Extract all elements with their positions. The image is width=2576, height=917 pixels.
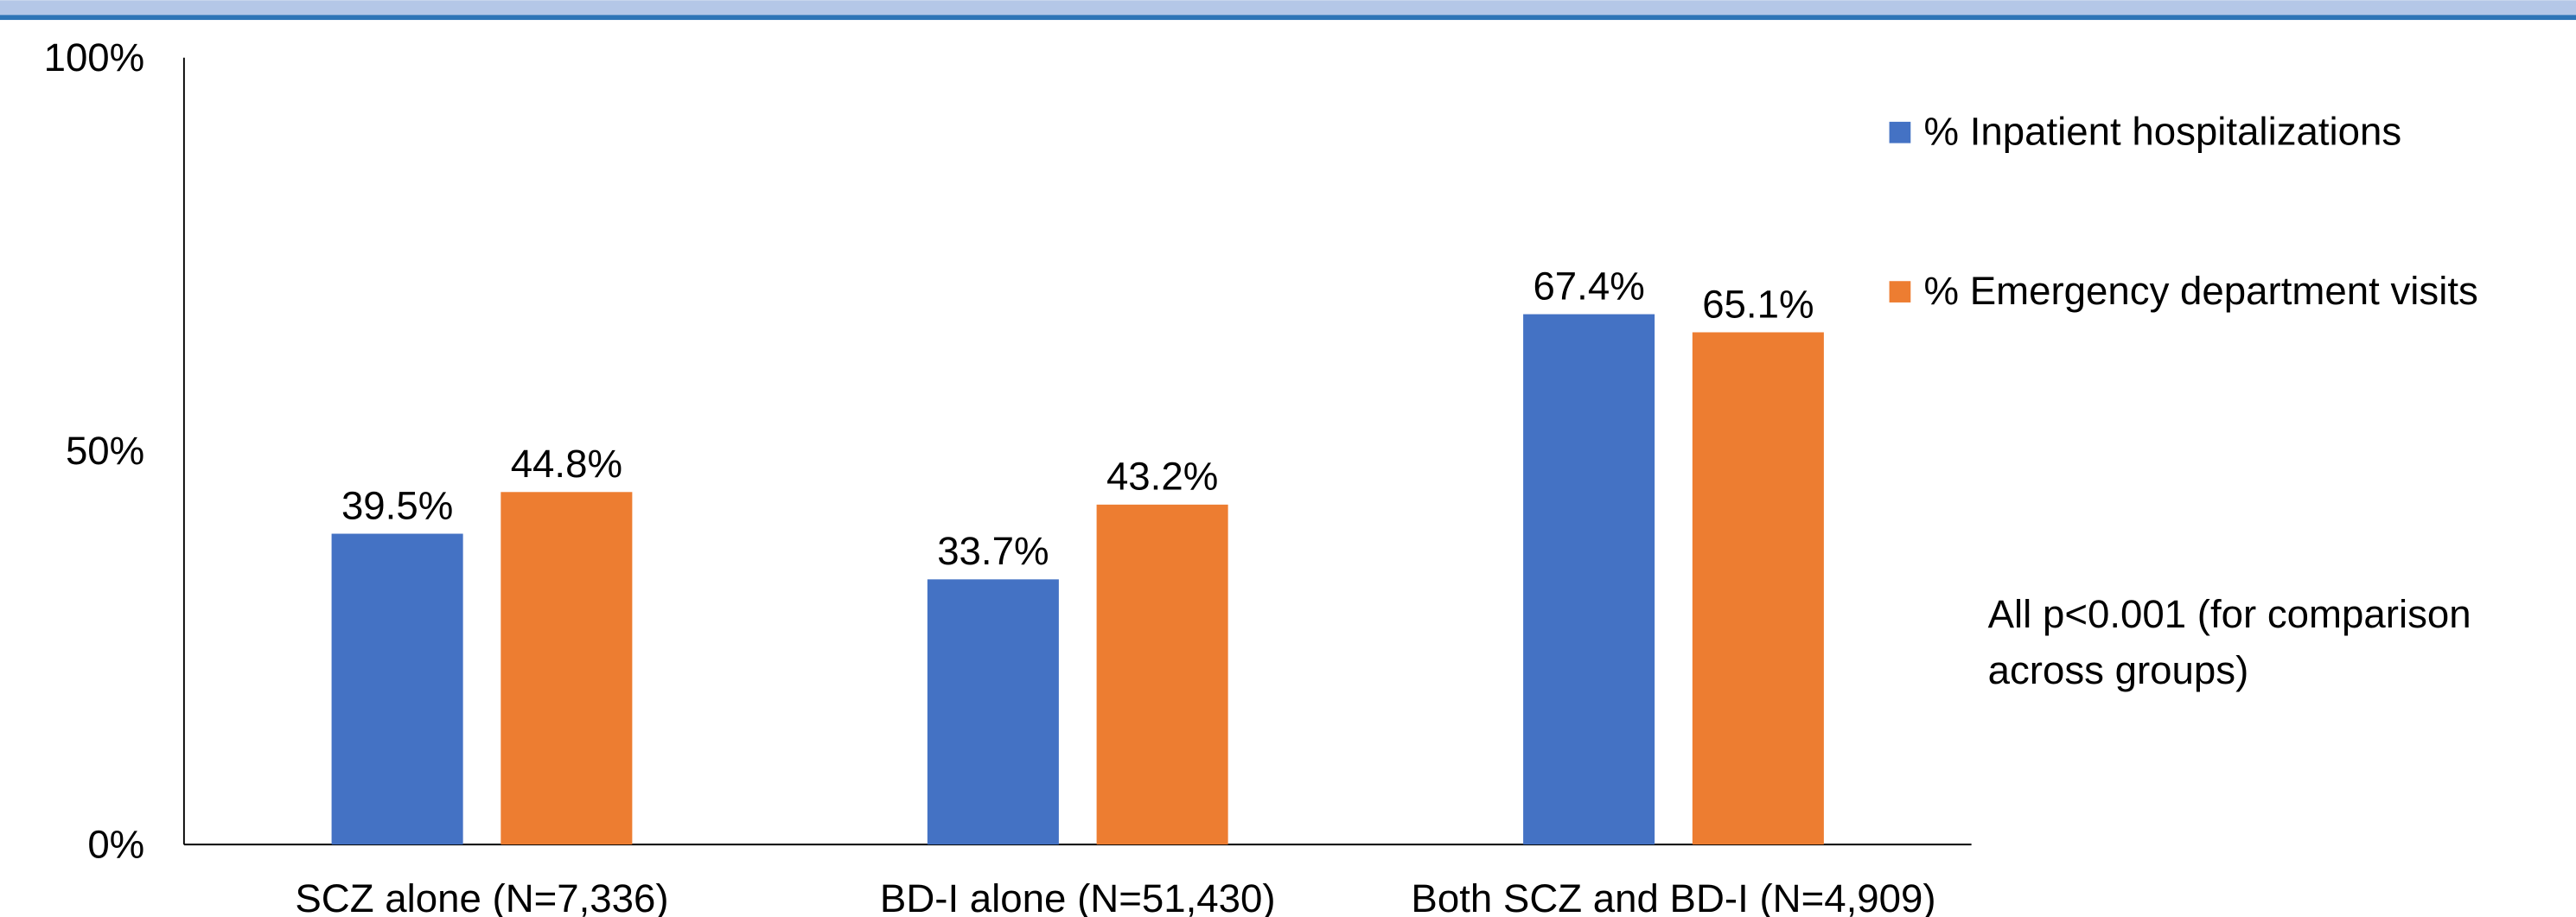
y-tick-label: 50% bbox=[66, 429, 144, 473]
data-label: 67.4% bbox=[1533, 264, 1644, 308]
bar bbox=[1096, 504, 1228, 845]
bar bbox=[1692, 332, 1824, 845]
bar bbox=[501, 492, 633, 845]
bar bbox=[927, 579, 1059, 845]
x-tick-label: BD-I alone (N=51,430) bbox=[880, 876, 1276, 917]
data-label: 65.1% bbox=[1702, 282, 1814, 326]
x-tick-label: SCZ alone (N=7,336) bbox=[295, 876, 668, 917]
y-tick-label: 100% bbox=[44, 35, 145, 80]
data-label: 39.5% bbox=[341, 483, 453, 527]
annotation: All p<0.001 (for comparison bbox=[1988, 592, 2471, 636]
legend-label: % Emergency department visits bbox=[1923, 269, 2477, 313]
data-label: 33.7% bbox=[937, 529, 1049, 573]
annotation: across groups) bbox=[1988, 648, 2249, 692]
x-tick-label: Both SCZ and BD-I (N=4,909) bbox=[1411, 876, 1935, 917]
header-rule bbox=[0, 15, 2576, 21]
legend-swatch bbox=[1889, 281, 1911, 302]
data-label: 43.2% bbox=[1106, 455, 1218, 499]
legend-label: % Inpatient hospitalizations bbox=[1923, 110, 2401, 154]
legend-swatch bbox=[1889, 121, 1911, 143]
data-label: 44.8% bbox=[511, 442, 622, 486]
bar bbox=[1523, 314, 1655, 845]
header-band bbox=[0, 0, 2576, 17]
bar bbox=[331, 533, 463, 845]
y-tick-label: 0% bbox=[87, 822, 144, 866]
